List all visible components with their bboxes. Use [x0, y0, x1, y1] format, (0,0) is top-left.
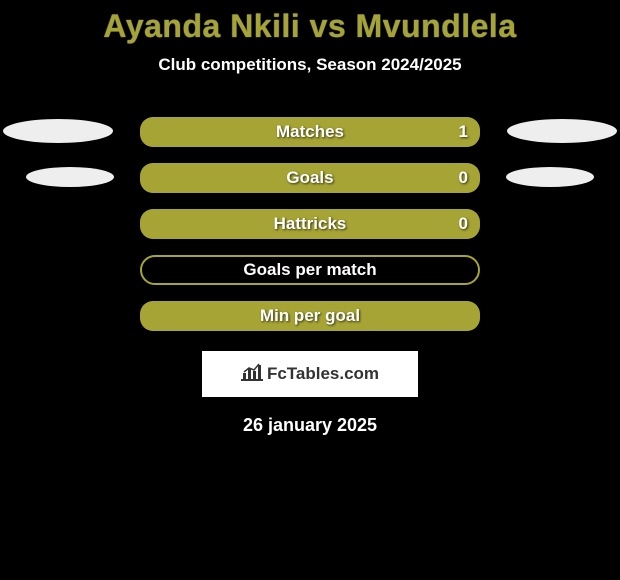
- stat-bar: Matches1: [140, 117, 480, 147]
- chart-icon: [241, 363, 263, 386]
- stat-label: Goals per match: [140, 255, 480, 285]
- date-label: 26 january 2025: [0, 415, 620, 436]
- player-right-marker: [507, 119, 617, 143]
- stat-row: Matches1: [0, 109, 620, 155]
- stat-bar: Goals0: [140, 163, 480, 193]
- player-left-marker: [3, 119, 113, 143]
- stat-label: Goals: [140, 163, 480, 193]
- logo-box[interactable]: FcTables.com: [202, 351, 418, 397]
- logo-text: FcTables.com: [241, 363, 379, 386]
- player-left-marker: [26, 167, 114, 187]
- comparison-panel: Ayanda Nkili vs Mvundlela Club competiti…: [0, 0, 620, 436]
- subtitle: Club competitions, Season 2024/2025: [0, 55, 620, 75]
- stat-bar: Min per goal: [140, 301, 480, 331]
- stat-row: Hattricks0: [0, 201, 620, 247]
- stat-row: Goals per match: [0, 247, 620, 293]
- page-title: Ayanda Nkili vs Mvundlela: [0, 8, 620, 45]
- logo-label: FcTables.com: [267, 364, 379, 384]
- stat-bar: Hattricks0: [140, 209, 480, 239]
- stat-bar: Goals per match: [140, 255, 480, 285]
- stat-label: Min per goal: [140, 301, 480, 331]
- stat-label: Matches: [140, 117, 480, 147]
- stat-rows: Matches1Goals0Hattricks0Goals per matchM…: [0, 109, 620, 339]
- player-right-marker: [506, 167, 594, 187]
- stat-value-right: 0: [459, 163, 468, 193]
- stat-label: Hattricks: [140, 209, 480, 239]
- stat-value-right: 1: [459, 117, 468, 147]
- stat-row: Goals0: [0, 155, 620, 201]
- stat-row: Min per goal: [0, 293, 620, 339]
- stat-value-right: 0: [459, 209, 468, 239]
